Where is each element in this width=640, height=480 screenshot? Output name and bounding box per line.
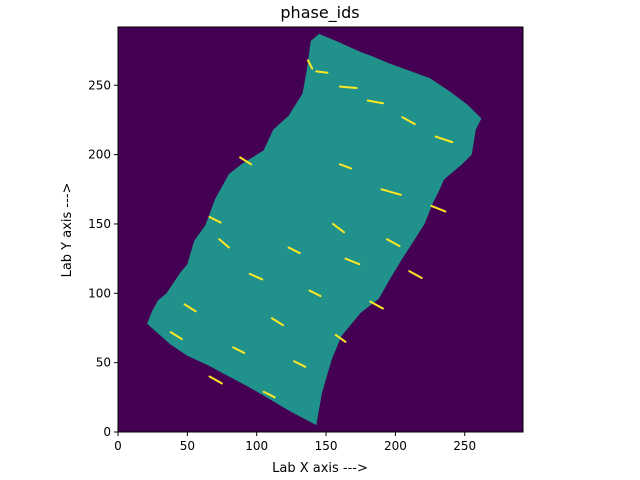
phase-2-grain xyxy=(293,360,307,368)
plot-area xyxy=(118,27,523,432)
x-tick-label: 200 xyxy=(384,439,407,453)
phase-2-grain xyxy=(287,246,301,255)
y-axis-label: Lab Y axis ---> xyxy=(60,183,75,278)
y-tick-label: 100 xyxy=(88,286,111,300)
y-tick-label: 0 xyxy=(103,425,111,439)
phase-2-grain xyxy=(344,257,361,266)
phase-2-grain xyxy=(331,222,346,234)
phase-2-grain xyxy=(183,303,197,313)
y-tick-label: 50 xyxy=(96,356,111,370)
phase-2-grain xyxy=(232,346,246,354)
heatmap-phase-2-grains xyxy=(169,59,454,399)
heatmap-sample-region-phase-1 xyxy=(147,33,482,426)
phase-2-grain xyxy=(248,272,264,281)
y-tick-label: 250 xyxy=(88,78,111,92)
x-axis-label: Lab X axis ---> xyxy=(272,461,368,476)
phase-2-grain xyxy=(338,163,353,170)
y-tick-label: 200 xyxy=(88,148,111,162)
phase-2-grain xyxy=(218,238,230,249)
phase-2-grain xyxy=(262,390,276,399)
phase-2-grain xyxy=(386,238,401,248)
x-tick-label: 150 xyxy=(315,439,338,453)
phase-2-grain xyxy=(307,59,314,70)
y-axis: 0 50 100 150 200 250 xyxy=(88,78,118,439)
phase-2-grain xyxy=(366,99,384,105)
phase-2-grain xyxy=(401,116,416,126)
x-tick-label: 100 xyxy=(245,439,268,453)
phase-2-grain xyxy=(369,300,384,310)
chart-title: phase_ids xyxy=(280,3,359,23)
x-tick-label: 50 xyxy=(180,439,195,453)
y-tick-label: 150 xyxy=(88,217,111,231)
phase-2-grain xyxy=(315,70,329,74)
phase-2-grain xyxy=(169,331,183,341)
phase-2-grain xyxy=(308,289,322,298)
x-tick-label: 0 xyxy=(114,439,122,453)
phase-2-grain xyxy=(338,85,358,90)
x-tick-label: 250 xyxy=(453,439,476,453)
phase-2-grain xyxy=(380,188,402,196)
x-axis: 0 50 100 150 200 250 xyxy=(114,432,476,453)
phase-2-grain xyxy=(239,156,253,166)
phase-2-grain xyxy=(434,135,454,144)
phase-2-grain xyxy=(334,333,347,343)
phase-2-grain xyxy=(208,216,222,224)
phase-2-grain xyxy=(430,204,447,213)
phase-2-grain xyxy=(408,270,423,280)
phase-2-grain xyxy=(208,375,224,385)
plot-frame xyxy=(117,26,524,433)
phase-2-grain xyxy=(270,317,285,327)
